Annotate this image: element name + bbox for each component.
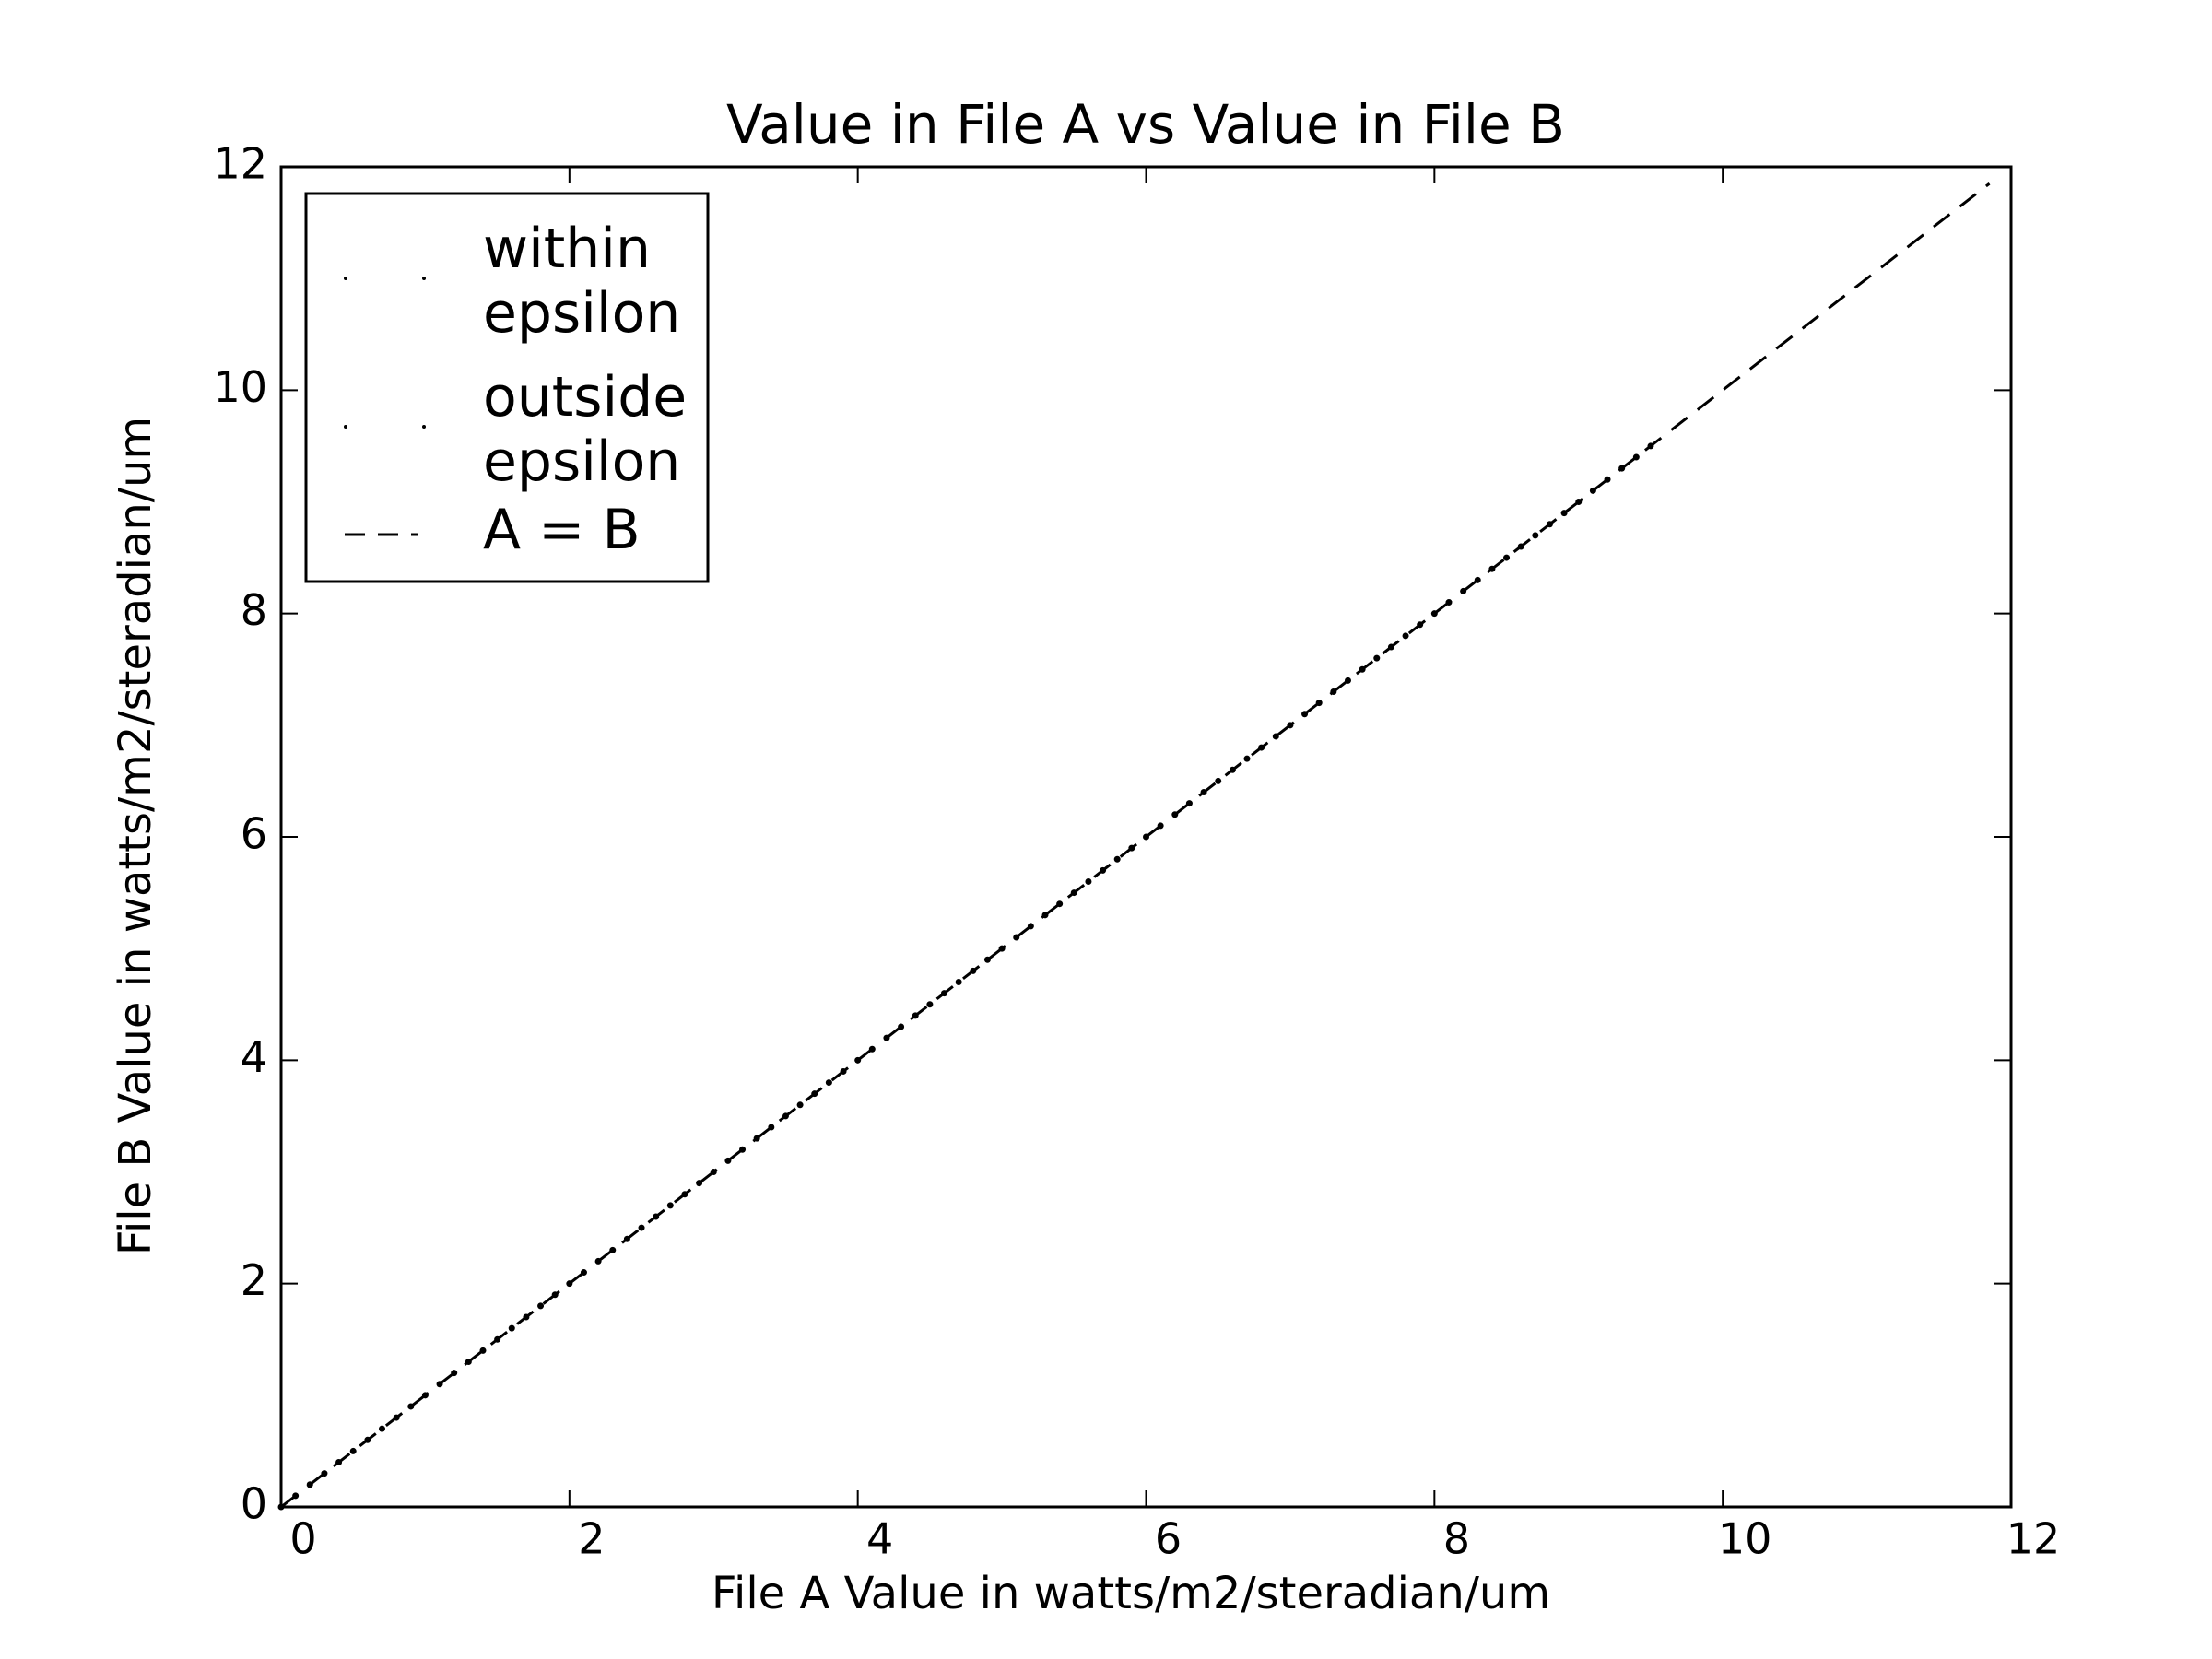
y-axis-label: File B Value in watts/m2/steradian/um [110, 417, 161, 1255]
x-tick-label: 12 [2006, 1514, 2061, 1564]
point [537, 1302, 545, 1310]
point [1085, 877, 1092, 885]
y-tick-label: 2 [241, 1255, 267, 1305]
legend-swatch [422, 276, 426, 280]
point [508, 1324, 515, 1332]
y-tick-label: 6 [241, 809, 267, 859]
point [1272, 733, 1279, 740]
point [983, 956, 991, 963]
point [1373, 654, 1381, 662]
legend-swatch [422, 425, 426, 429]
legend-swatch [344, 276, 347, 280]
y-tick-label: 0 [241, 1479, 267, 1529]
legend-label: outside epsilon [483, 365, 688, 494]
x-tick-label: 8 [1443, 1514, 1470, 1564]
y-tick-label: 10 [213, 362, 267, 412]
point [349, 1447, 357, 1454]
plot-frame [279, 165, 2013, 1509]
legend-box [304, 192, 710, 583]
chart-title: Value in File A vs Value in File B [726, 93, 1565, 156]
x-axis-label: File A Value in watts/m2/steradian/um [712, 1568, 1550, 1619]
legend-entry: within epsilon [483, 217, 681, 346]
x-tick-label: 10 [1718, 1514, 1772, 1564]
x-tick-label: 6 [1155, 1514, 1182, 1564]
point [666, 1202, 674, 1209]
x-tick-label: 0 [289, 1514, 316, 1564]
point [1532, 532, 1539, 539]
point [1215, 777, 1222, 784]
legend-swatch [344, 425, 347, 429]
legend-label: within epsilon [483, 217, 681, 346]
point [479, 1347, 487, 1354]
legend-entry: A = B [483, 498, 641, 562]
y-tick-label: 8 [241, 585, 267, 635]
point [1503, 554, 1511, 561]
y-tick-label: 4 [241, 1032, 267, 1082]
point [825, 1079, 832, 1087]
point [768, 1124, 775, 1131]
legend-label: A = B [483, 498, 641, 562]
point [1560, 510, 1568, 517]
y-tick-label: 12 [213, 139, 267, 189]
legend-entry: outside epsilon [483, 365, 688, 494]
point [926, 1001, 934, 1008]
point [1113, 855, 1121, 863]
point [638, 1224, 645, 1231]
identity-line [280, 182, 1991, 1509]
point [1243, 755, 1251, 762]
point [378, 1425, 385, 1432]
point [1402, 632, 1409, 640]
point [955, 979, 962, 986]
x-tick-label: 2 [578, 1514, 605, 1564]
point [796, 1101, 804, 1109]
x-tick-label: 4 [866, 1514, 893, 1564]
